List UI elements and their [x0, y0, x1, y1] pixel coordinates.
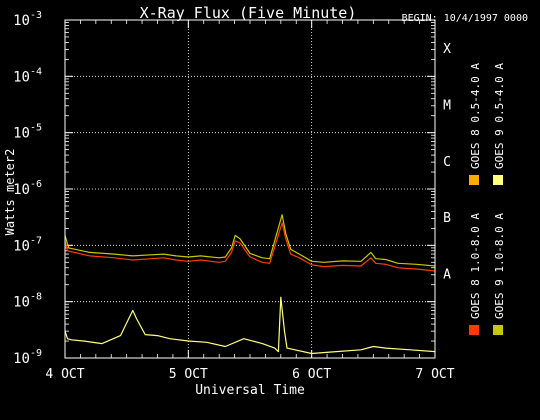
- series-lines: [64, 214, 436, 355]
- y-tick-label: 10-6: [13, 179, 42, 198]
- legend-label: GOES 9 0.5-4.0 A: [493, 63, 506, 169]
- legend-swatch: [493, 175, 503, 185]
- begin-date-label: BEGIN: 10/4/1997 0000: [402, 13, 528, 24]
- flare-class-label: X: [443, 42, 451, 57]
- y-tick-label: 10-3: [13, 10, 42, 29]
- y-axis-label: Watts meter2: [3, 149, 17, 236]
- y-tick-label: 10-8: [13, 292, 42, 311]
- flare-class-label: A: [443, 268, 451, 283]
- flare-class-label: C: [443, 155, 451, 170]
- y-tick-label: 10-9: [13, 348, 42, 367]
- x-tick-label: 6 OCT: [292, 367, 331, 382]
- x-tick-label: 5 OCT: [169, 367, 208, 382]
- legend-swatch: [493, 325, 503, 335]
- flare-class-label: M: [443, 99, 451, 114]
- y-tick-label: 10-4: [13, 66, 42, 85]
- flare-class-labels: A B C M X: [443, 42, 451, 282]
- legend-label: GOES 9 1.0-8.0 A: [493, 213, 506, 319]
- legend-label: GOES 8 0.5-4.0 A: [469, 63, 482, 169]
- axis-ticks: [64, 19, 436, 359]
- y-tick-label: 10-5: [13, 123, 42, 142]
- legend-swatch: [469, 325, 479, 335]
- x-axis-label: Universal Time: [195, 383, 305, 398]
- x-tick-label: 7 OCT: [415, 367, 454, 382]
- flare-class-label: B: [443, 211, 451, 226]
- series-line-4: [64, 296, 436, 355]
- chart-title: X-Ray Flux (Five Minute): [140, 4, 357, 22]
- grid-lines: [65, 20, 435, 358]
- y-tick-label: 10-7: [13, 235, 42, 254]
- plot-frame: [64, 19, 436, 359]
- y-tick-labels: 10-9 10-8 10-7 10-6 10-5 10-4 10-3: [13, 10, 42, 367]
- x-tick-labels: 4 OCT 5 OCT 6 OCT 7 OCT: [45, 367, 454, 382]
- series-line-3: [64, 214, 436, 267]
- legend: GOES 8 1.0-8.0 A GOES 8 0.5-4.0 A GOES 9 1…: [469, 63, 506, 335]
- legend-label: GOES 8 1.0-8.0 A: [469, 213, 482, 319]
- legend-swatch: [469, 175, 479, 185]
- x-tick-label: 4 OCT: [45, 367, 84, 382]
- series-line-1: [64, 222, 436, 272]
